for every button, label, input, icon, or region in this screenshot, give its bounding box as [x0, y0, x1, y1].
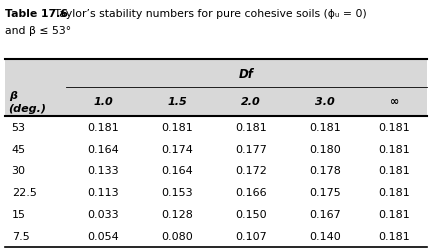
Text: 15: 15	[12, 209, 25, 219]
Text: 0.140: 0.140	[309, 231, 341, 241]
Text: 0.080: 0.080	[161, 231, 193, 241]
Text: 53: 53	[12, 122, 25, 132]
Text: 0.113: 0.113	[87, 188, 119, 198]
Text: 0.181: 0.181	[378, 122, 410, 132]
Text: 0.181: 0.181	[378, 166, 410, 176]
Text: Df: Df	[239, 67, 254, 80]
Text: 0.054: 0.054	[87, 231, 119, 241]
Text: 0.174: 0.174	[161, 144, 193, 154]
Text: 0.181: 0.181	[378, 144, 410, 154]
Text: 0.153: 0.153	[161, 188, 193, 198]
Text: 0.178: 0.178	[309, 166, 341, 176]
Text: 22.5: 22.5	[12, 188, 37, 198]
Text: 0.164: 0.164	[87, 144, 119, 154]
Bar	[5, 160, 427, 182]
Bar	[5, 138, 427, 160]
Text: 0.128: 0.128	[161, 209, 193, 219]
Text: 0.166: 0.166	[235, 188, 267, 198]
Text: 7.5: 7.5	[12, 231, 29, 241]
Bar	[5, 88, 427, 116]
Text: 2.0: 2.0	[241, 97, 261, 107]
Text: ∞: ∞	[390, 97, 399, 107]
Text: 0.181: 0.181	[309, 122, 341, 132]
Text: 0.181: 0.181	[235, 122, 267, 132]
Text: (deg.): (deg.)	[9, 103, 47, 113]
Text: 45: 45	[12, 144, 26, 154]
Text: 0.181: 0.181	[378, 188, 410, 198]
Bar	[5, 60, 427, 88]
Text: Taylor’s stability numbers for pure cohesive soils (ϕᵤ = 0): Taylor’s stability numbers for pure cohe…	[51, 9, 367, 19]
Text: Table 17.6: Table 17.6	[5, 9, 68, 19]
Text: 0.181: 0.181	[378, 209, 410, 219]
Text: 0.181: 0.181	[378, 231, 410, 241]
Text: 0.167: 0.167	[309, 209, 341, 219]
Bar	[5, 225, 427, 247]
Text: 0.181: 0.181	[161, 122, 193, 132]
Text: 0.181: 0.181	[87, 122, 119, 132]
Text: β: β	[9, 90, 17, 101]
Text: 0.175: 0.175	[309, 188, 341, 198]
Text: 0.150: 0.150	[235, 209, 267, 219]
Text: 0.133: 0.133	[87, 166, 119, 176]
Text: 0.172: 0.172	[235, 166, 267, 176]
Text: 30: 30	[12, 166, 25, 176]
Bar	[5, 204, 427, 225]
Text: 1.5: 1.5	[167, 97, 187, 107]
Bar	[5, 116, 427, 138]
Text: and β ≤ 53°: and β ≤ 53°	[5, 26, 71, 36]
Text: 3.0: 3.0	[315, 97, 335, 107]
Text: 0.033: 0.033	[87, 209, 119, 219]
Bar	[5, 182, 427, 204]
Text: 0.177: 0.177	[235, 144, 267, 154]
Text: 0.180: 0.180	[309, 144, 341, 154]
Text: 0.107: 0.107	[235, 231, 267, 241]
Text: 1.0: 1.0	[93, 97, 113, 107]
Text: 0.164: 0.164	[161, 166, 193, 176]
